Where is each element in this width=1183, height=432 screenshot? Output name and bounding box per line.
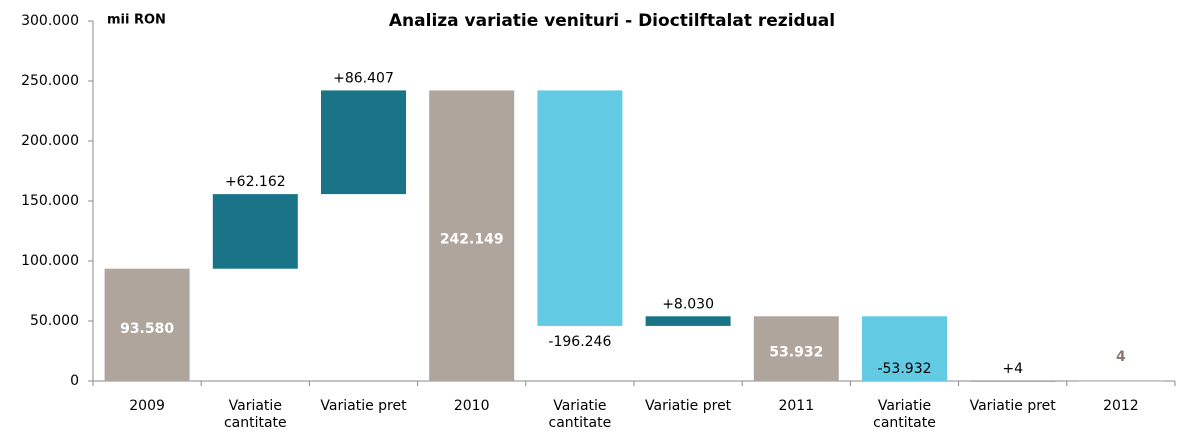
bar — [104, 268, 190, 381]
x-tick-label: Variatie cantitate — [873, 398, 936, 431]
bar — [537, 90, 623, 326]
data-label: +4 — [1002, 361, 1023, 377]
data-label: 53.932 — [769, 345, 823, 361]
y-tick-label: 300.000 — [21, 13, 79, 29]
data-label: 242.149 — [440, 232, 504, 248]
chart-title: Analiza variatie venituri - Dioctilftala… — [389, 11, 835, 31]
data-label: -53.932 — [877, 361, 931, 377]
bar — [753, 316, 839, 381]
bar — [1078, 380, 1164, 382]
data-label: -196.246 — [548, 334, 611, 350]
x-tick-label: 2010 — [453, 398, 490, 414]
y-axis-label: mii RON — [107, 13, 166, 28]
x-tick-label: Variatie pret — [320, 398, 407, 414]
x-tick-label: Variatie pret — [645, 398, 732, 414]
bar — [212, 194, 298, 269]
y-tick-label: 50.000 — [30, 313, 79, 329]
bar — [970, 380, 1056, 382]
y-tick-label: 100.000 — [21, 253, 79, 269]
y-tick-label: 150.000 — [21, 193, 79, 209]
data-label: +62.162 — [225, 174, 286, 190]
data-label: +86.407 — [333, 70, 394, 86]
data-label: 93.580 — [120, 321, 174, 337]
data-label: 4 — [1116, 349, 1126, 365]
x-tick-label: Variatie pret — [969, 398, 1056, 414]
bar — [321, 90, 406, 195]
bar — [645, 316, 731, 326]
y-tick-label: 0 — [70, 373, 79, 389]
x-tick-label: Variatie cantitate — [548, 398, 612, 431]
data-label: +8.030 — [662, 296, 714, 312]
x-tick-label: 2012 — [1103, 398, 1139, 414]
x-tick-label: 2011 — [778, 398, 815, 414]
y-tick-label: 200.000 — [21, 133, 79, 149]
x-tick-label: 2009 — [129, 398, 165, 414]
bar — [429, 90, 515, 381]
bar — [862, 316, 947, 381]
x-tick-label: Variatie cantitate — [223, 398, 287, 431]
y-tick-label: 250.000 — [21, 73, 79, 89]
